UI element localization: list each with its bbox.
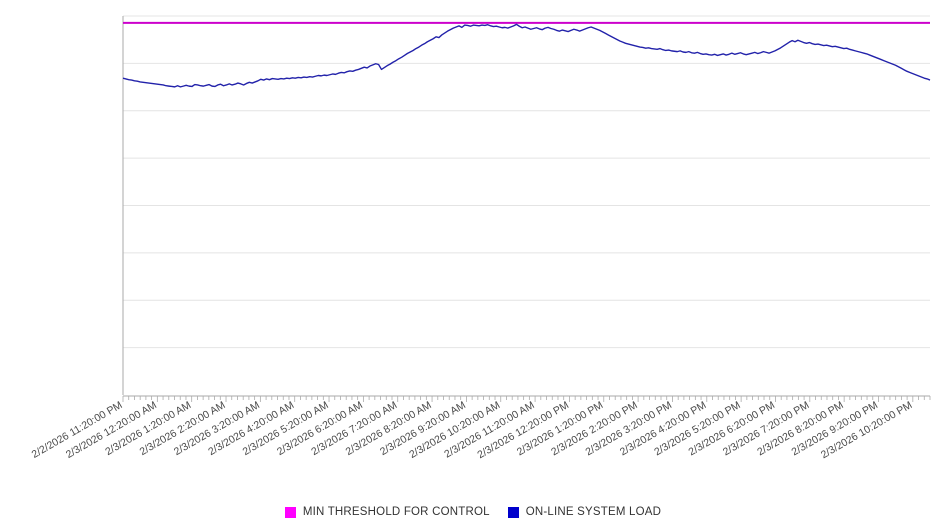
x-axis-tick-labels: 2/2/2026 11:20:00 PM2/3/2026 12:20:00 AM… [30,399,915,461]
load-series-line [122,23,931,88]
x-axis-ticks [122,395,931,402]
legend-swatch-load [507,506,519,518]
series-layer [122,21,931,88]
legend-item-threshold[interactable]: MIN THRESHOLD FOR CONTROL [284,506,490,518]
chart-legend: MIN THRESHOLD FOR CONTROL ON-LINE SYSTEM… [0,506,946,518]
legend-label-load: ON-LINE SYSTEM LOAD [525,506,662,518]
legend-item-load[interactable]: ON-LINE SYSTEM LOAD [507,506,662,518]
legend-swatch-threshold [284,506,296,518]
gridlines [123,15,930,349]
legend-label-threshold: MIN THRESHOLD FOR CONTROL [302,506,490,518]
